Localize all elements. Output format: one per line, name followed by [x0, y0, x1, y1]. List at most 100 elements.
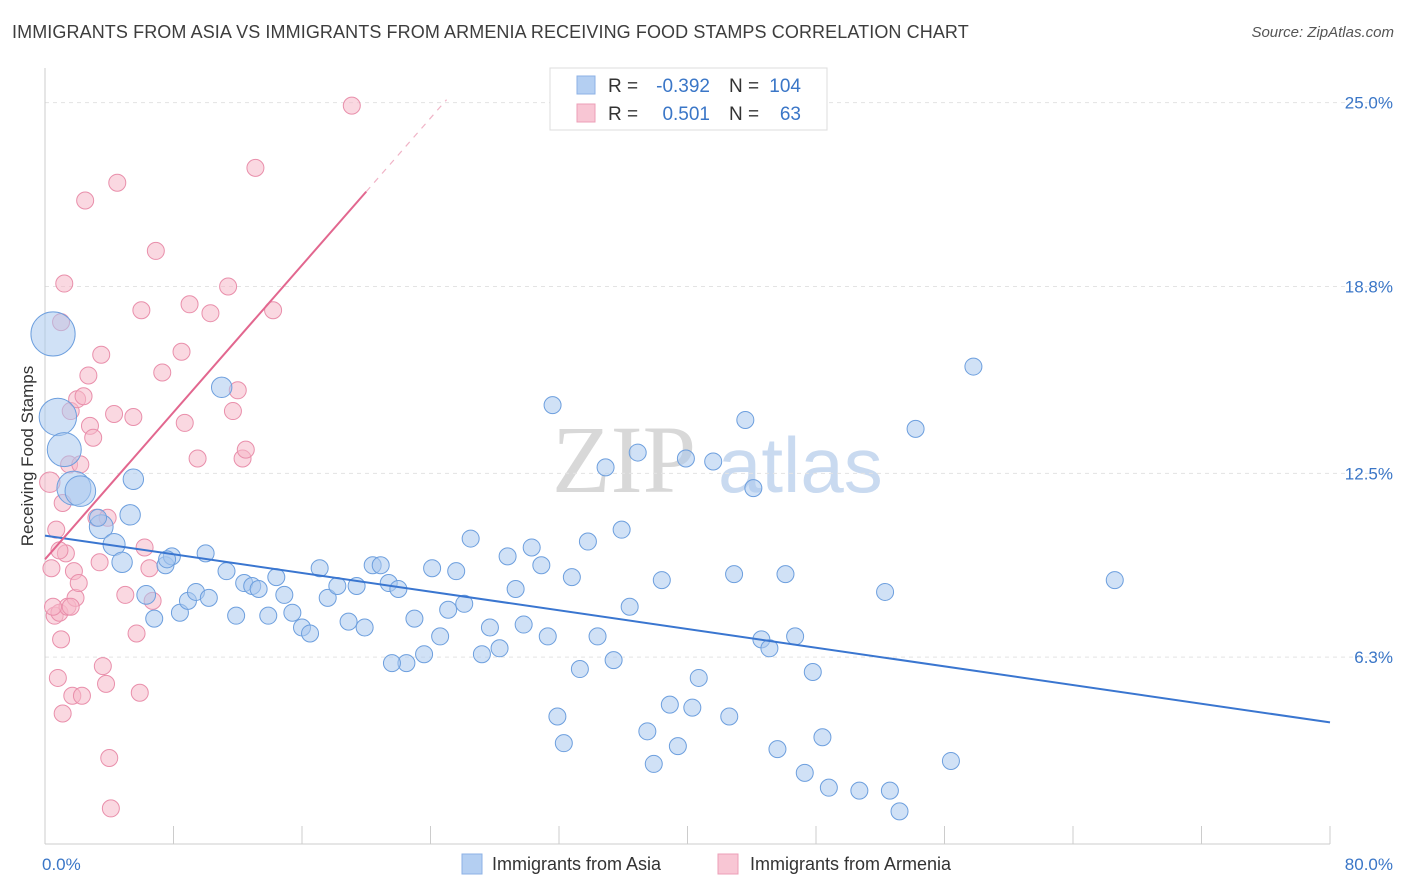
asia-point: [447, 562, 466, 581]
watermark-atlas: atlas: [718, 421, 883, 509]
asia-point: [1105, 571, 1124, 590]
asia-point: [371, 556, 390, 575]
armenia-point: [74, 387, 93, 406]
legend-n-label-armenia: N =: [729, 104, 759, 125]
asia-point: [683, 698, 702, 717]
armenia-point: [124, 407, 143, 426]
legend-n-label-asia: N =: [729, 76, 759, 97]
armenia-point: [92, 345, 111, 364]
asia-point: [725, 565, 744, 584]
armenia-point: [42, 559, 61, 578]
armenia-point: [188, 449, 207, 468]
legend-r-label-armenia: R =: [608, 104, 638, 125]
watermark: ZIP atlas: [552, 406, 883, 513]
asia-point: [199, 588, 218, 607]
asia-point: [876, 582, 895, 601]
asia-point: [795, 763, 814, 782]
asia-point: [145, 609, 164, 628]
asia-point: [538, 627, 557, 646]
asia-point: [119, 504, 141, 526]
asia-point: [310, 559, 329, 578]
asia-point: [604, 651, 623, 670]
asia-point: [111, 551, 133, 573]
asia-point: [46, 432, 82, 468]
armenia-point: [175, 413, 194, 432]
asia-point: [628, 443, 647, 462]
y-axis-title: Receiving Food Stamps: [18, 366, 37, 546]
bottom-legend-asia: Immigrants from Asia: [492, 854, 662, 874]
legend-swatch-asia: [576, 75, 596, 95]
armenia-point: [105, 405, 124, 424]
armenia-point: [61, 597, 80, 616]
asia-point: [217, 562, 236, 581]
asia-point: [803, 663, 822, 682]
asia-point: [543, 396, 562, 415]
asia-point: [423, 559, 442, 578]
legend-r-asia: -0.392: [656, 76, 710, 97]
armenia-point: [93, 657, 112, 676]
x-tick-label-min: 0.0%: [42, 855, 81, 874]
armenia-point: [53, 704, 72, 723]
asia-point: [328, 577, 347, 596]
series-asia: [30, 311, 1124, 821]
armenia-point: [84, 428, 103, 447]
asia-point: [786, 627, 805, 646]
asia-point: [620, 597, 639, 616]
armenia-point: [180, 295, 199, 314]
armenia-point: [116, 585, 135, 604]
bottom-legend-swatch-asia: [461, 853, 483, 875]
asia-point: [382, 654, 401, 673]
asia-point: [704, 452, 723, 471]
asia-point: [668, 737, 687, 756]
y-tick-label: 6.3%: [1354, 648, 1393, 667]
asia-point: [472, 645, 491, 664]
x-tick-label-max: 80.0%: [1345, 855, 1393, 874]
armenia-point: [223, 402, 242, 421]
asia-point: [267, 568, 286, 587]
armenia-point: [132, 301, 151, 320]
asia-point: [283, 603, 302, 622]
asia-point: [455, 594, 474, 613]
armenia-point: [146, 241, 165, 260]
asia-point: [415, 645, 434, 664]
axes: [44, 68, 1331, 845]
asia-point: [461, 529, 480, 548]
asia-point: [660, 695, 679, 714]
asia-point: [355, 618, 374, 637]
chart-title: IMMIGRANTS FROM ASIA VS IMMIGRANTS FROM …: [12, 22, 969, 42]
asia-point: [819, 778, 838, 797]
asia-point: [439, 600, 458, 619]
asia-point: [136, 585, 157, 605]
asia-point: [720, 707, 739, 726]
armenia-point: [135, 538, 154, 557]
legend-r-armenia: 0.501: [662, 104, 710, 125]
asia-point: [768, 740, 787, 759]
armenia-point: [219, 277, 238, 296]
asia-point: [744, 479, 763, 498]
watermark-zip: ZIP: [552, 406, 696, 513]
asia-point: [339, 612, 358, 631]
asia-point: [122, 468, 145, 490]
asia-point: [850, 781, 869, 800]
armenia-point: [172, 342, 191, 361]
bottom-legend-swatch-armenia: [717, 853, 739, 875]
armenia-point: [236, 440, 255, 459]
legend-swatch-armenia: [576, 103, 596, 123]
armenia-point: [100, 749, 119, 768]
asia-point: [612, 520, 631, 539]
asia-point: [880, 781, 899, 800]
series-armenia: [39, 96, 361, 818]
asia-point: [813, 728, 832, 747]
asia-point: [301, 624, 320, 643]
y-tick-label: 18.8%: [1345, 278, 1393, 297]
asia-point: [490, 639, 509, 658]
asia-point: [405, 609, 424, 628]
armenia-point: [52, 630, 71, 649]
asia-point: [64, 475, 97, 507]
armenia-point: [72, 686, 91, 705]
armenia-point: [140, 559, 159, 578]
asia-point: [652, 571, 671, 590]
asia-point: [480, 618, 499, 637]
asia-point: [578, 532, 597, 551]
asia-point: [644, 754, 663, 773]
